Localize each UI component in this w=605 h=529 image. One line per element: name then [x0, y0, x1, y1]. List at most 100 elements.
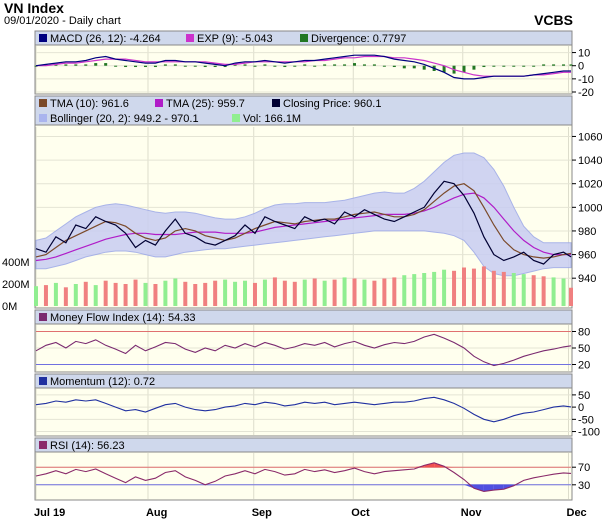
divergence-legend-text: Divergence: 0.7797 [311, 33, 406, 45]
divergence-bar [472, 65, 476, 70]
momentum-legend-swatch [39, 377, 47, 385]
mfi-legend-text: Money Flow Index (14): 54.33 [50, 312, 196, 324]
tma25-legend-text: TMA (25): 959.7 [166, 98, 245, 110]
mfi-y-tick-0: 80 [578, 327, 590, 339]
volume-bar [143, 282, 148, 306]
price-y-tick-0: 1060 [578, 131, 602, 143]
volume-bar [252, 282, 257, 306]
divergence-bar [163, 64, 167, 66]
divergence-bar [193, 65, 197, 67]
volume-tick-0: 400M [2, 257, 30, 269]
volume-bar [63, 287, 68, 306]
mfi-y-tick-1: 50 [578, 343, 590, 355]
price-y-tick-2: 1020 [578, 179, 602, 191]
macd-y-tick-3: -20 [578, 87, 594, 99]
divergence-bar [74, 64, 78, 66]
volume-bar [53, 282, 58, 306]
tma10-line [35, 183, 572, 259]
divergence-bar [213, 65, 217, 68]
rsi-oversold-fill [513, 484, 524, 486]
close-legend-swatch [272, 99, 280, 107]
divergence-bar [392, 65, 396, 68]
volume-tick-1: 200M [2, 279, 30, 291]
volume-bar [103, 280, 108, 306]
volume-bar [83, 281, 88, 306]
volume-bar [422, 273, 427, 306]
volume-bar [471, 268, 476, 306]
divergence-bar [353, 63, 357, 66]
volume-bar [362, 279, 367, 306]
divergence-bar [562, 64, 566, 66]
volume-bar [462, 267, 466, 306]
mfi-line [35, 333, 572, 367]
x-tick-label-2: Sep [252, 507, 272, 519]
volume-bar [43, 285, 48, 306]
divergence-bar [492, 65, 496, 67]
bollinger-legend-swatch [39, 114, 47, 122]
divergence-bar [422, 65, 426, 70]
macd-y-tick-2: -10 [578, 74, 594, 86]
divergence-bar [273, 65, 277, 67]
divergence-bar [442, 65, 446, 73]
divergence-bar [313, 65, 317, 67]
divergence-bar [462, 65, 466, 73]
volume-bar [511, 273, 516, 306]
divergence-bar [114, 65, 118, 67]
divergence-bar [323, 64, 327, 66]
divergence-bar [203, 65, 207, 68]
divergence-bar [223, 65, 227, 68]
momentum-line [35, 396, 572, 423]
bollinger-band [35, 152, 572, 277]
volume-bar [113, 282, 118, 306]
rsi-oversold-fill [483, 484, 494, 492]
momentum-y-tick-3: -100 [578, 427, 600, 439]
volume-bar [402, 275, 407, 306]
macd-legend-swatch [39, 34, 47, 42]
exp-legend-swatch [186, 34, 194, 42]
divergence-bar [153, 65, 157, 68]
volume-bar [163, 280, 168, 306]
divergence-bar [482, 65, 486, 68]
chart-title: VN Index [4, 0, 64, 16]
volume-bar [352, 278, 357, 306]
rsi-y-tick-0: 70 [578, 462, 590, 474]
exp-line [36, 55, 571, 77]
vol-legend-swatch [232, 114, 240, 122]
volume-bar [282, 280, 287, 306]
volume-bar [302, 279, 307, 306]
x-tick-label-1: Aug [146, 507, 167, 519]
volume-bar [93, 285, 98, 306]
volume-bar [262, 279, 267, 306]
volume-bar [392, 277, 397, 306]
volume-bar [561, 278, 566, 306]
price-y-tick-6: 940 [578, 273, 596, 285]
divergence-bar [104, 63, 108, 66]
volume-bar [382, 278, 387, 306]
volume-bar [342, 277, 347, 306]
volume-bar [243, 280, 248, 306]
divergence-bar [173, 64, 177, 66]
x-tick-label-0: Jul 19 [34, 507, 65, 519]
divergence-bar [303, 64, 307, 66]
tma25-line [35, 192, 571, 262]
volume-bar [123, 284, 128, 306]
divergence-bar [552, 64, 556, 66]
divergence-bar [502, 65, 506, 67]
macd-legend-text: MACD (26, 12): -4.264 [50, 33, 161, 45]
volume-bar [213, 280, 218, 306]
volume-bar [531, 275, 536, 306]
rsi-oversold-fill [493, 484, 504, 491]
volume-bar [569, 287, 573, 306]
tma10-legend-text: TMA (10): 961.6 [50, 98, 129, 110]
volume-bar [521, 274, 526, 306]
divergence-bar [532, 65, 536, 67]
divergence-bar [253, 65, 257, 67]
bollinger-legend-text: Bollinger (20, 2): 949.2 - 970.1 [50, 113, 199, 125]
divergence-legend-swatch [300, 34, 308, 42]
divergence-bar [243, 64, 247, 66]
momentum-y-tick-1: 0 [578, 402, 584, 414]
volume-bar [34, 286, 38, 306]
volume-bar [312, 278, 317, 306]
price-legend-strip [34, 95, 573, 126]
volume-bar [322, 280, 327, 306]
